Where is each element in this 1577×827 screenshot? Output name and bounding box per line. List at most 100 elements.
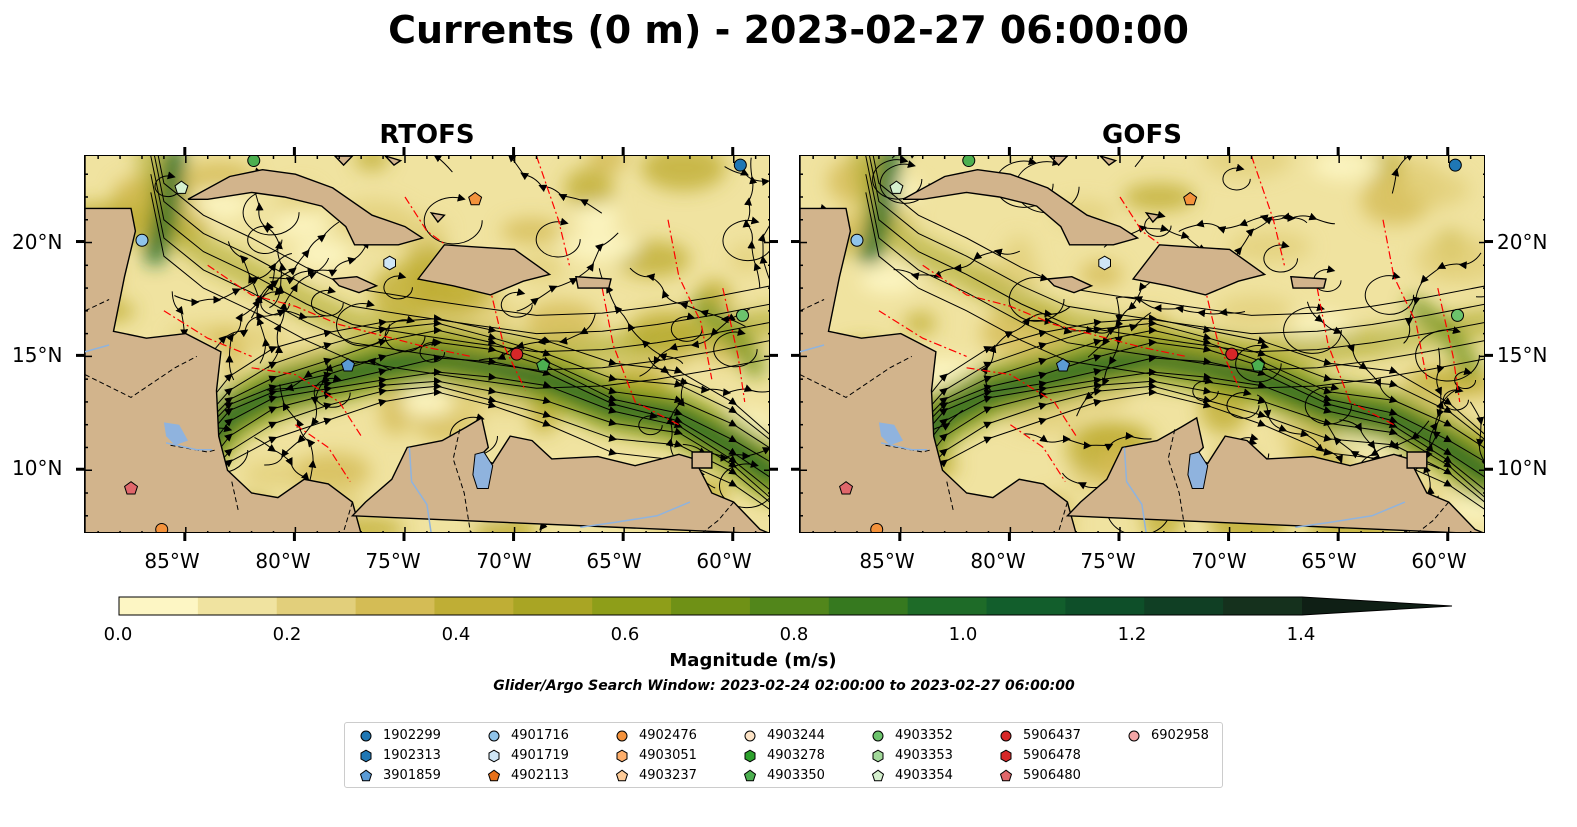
colorbar-outline (118, 596, 1453, 616)
legend-label: 4903352 (895, 728, 953, 743)
colorbar-tick: 1.0 (948, 624, 978, 645)
colorbar-segment (1144, 597, 1224, 615)
rtofs-map[interactable] (84, 155, 770, 533)
colorbar-label: Magnitude (m/s) (669, 650, 837, 671)
colorbar-segment (1223, 597, 1303, 615)
gofs-map[interactable] (799, 155, 1485, 533)
colorbar-segment (749, 597, 830, 615)
legend-marker (872, 749, 884, 763)
legend-item: 3901859 (359, 766, 441, 786)
lon-label-75w-right: 75°W (1080, 549, 1136, 573)
legend-marker-icon (359, 769, 373, 782)
country-borders (800, 299, 1450, 532)
lake-maracaibo (1187, 451, 1209, 489)
colorbar-tick: 1.4 (1286, 624, 1316, 645)
platform-marker (1251, 358, 1266, 372)
legend-marker (744, 749, 756, 763)
legend-label: 1902299 (383, 728, 441, 743)
legend-marker (360, 730, 372, 742)
legend-item: 1902313 (359, 746, 441, 766)
lat-label-15n-left: 15°N (12, 343, 63, 367)
figure-title: Currents (0 m) - 2023-02-27 06:00:00 (388, 8, 1189, 52)
legend-label: 4901719 (511, 748, 569, 763)
platform-marker (124, 481, 139, 495)
legend-marker-icon (616, 749, 628, 763)
legend-item: 4903237 (615, 766, 697, 786)
legend-item: 4903354 (871, 766, 953, 786)
colorbar-extend-arrow (1302, 597, 1452, 615)
platform-legend: 1902299 1902313 3901859 4901716 4901719 49021… (344, 722, 1223, 788)
gofs-map-canvas (800, 156, 1484, 532)
legend-item: 5906478 (999, 746, 1081, 766)
colorbar-segment (434, 597, 514, 615)
legend-label: 4903278 (767, 748, 825, 763)
legend-marker-icon (616, 730, 628, 742)
legend-marker-icon (1128, 730, 1140, 742)
legend-item: 4903350 (743, 766, 825, 786)
legend-marker (1000, 730, 1012, 742)
colorbar-tick: 0.0 (103, 624, 133, 645)
lon-label-85w-left: 85°W (144, 549, 200, 573)
legend-marker (616, 749, 628, 763)
legend-marker (488, 749, 500, 763)
legend-label: 5906437 (1023, 728, 1081, 743)
legend-label: 4903237 (639, 768, 697, 783)
legend-label: 4903051 (639, 748, 697, 763)
legend-marker-icon (487, 769, 501, 782)
colorbar-tick: 1.2 (1117, 624, 1147, 645)
platform-marker (536, 358, 551, 372)
legend-label: 5906480 (1023, 768, 1081, 783)
legend-marker-icon (872, 749, 884, 763)
search-window-text: Glider/Argo Search Window: 2023-02-24 02… (493, 678, 1075, 694)
platform-marker (870, 522, 884, 532)
legend-label: 1902313 (383, 748, 441, 763)
legend-marker (1128, 730, 1140, 742)
colorbar-segment (828, 597, 909, 615)
platform-marker (247, 156, 261, 168)
lat-label-15n-right: 15°N (1497, 343, 1548, 367)
platform-marker (468, 191, 483, 206)
legend-marker (616, 730, 628, 742)
lon-label-80w-right: 80°W (970, 549, 1026, 573)
platform-marker (1055, 358, 1071, 372)
legend-label: 4901716 (511, 728, 569, 743)
platform-marker (1225, 347, 1239, 361)
country-borders (85, 299, 735, 532)
platform-marker (962, 156, 976, 168)
legend-marker-icon (1000, 749, 1012, 763)
legend-marker-icon (999, 769, 1013, 782)
legend-item: 4903352 (871, 726, 953, 746)
legend-item: 6902958 (1127, 726, 1209, 746)
legend-marker (744, 730, 756, 742)
colorbar-segment (1065, 597, 1145, 615)
gofs-panel-title: GOFS (1102, 120, 1182, 150)
lat-label-10n-left: 10°N (12, 456, 63, 480)
lon-label-75w-left: 75°W (365, 549, 421, 573)
legend-marker-icon (744, 749, 756, 763)
colorbar-segment (907, 597, 988, 615)
legend-item: 4903244 (743, 726, 825, 746)
legend-marker (999, 769, 1013, 782)
platform-marker (889, 180, 904, 194)
platform-marker (340, 358, 356, 372)
legend-item: 4903051 (615, 746, 697, 766)
legend-label: 4903354 (895, 768, 953, 783)
lat-label-10n-right: 10°N (1497, 456, 1548, 480)
legend-marker-icon (743, 769, 757, 782)
lat-label-20n-right: 20°N (1497, 230, 1548, 254)
platform-marker (383, 255, 396, 271)
legend-marker-icon (360, 730, 372, 742)
legend-item: 4903353 (871, 746, 953, 766)
platform-marker (1448, 158, 1462, 172)
legend-marker (871, 769, 885, 782)
lon-label-70w-right: 70°W (1191, 549, 1247, 573)
colorbar-tick: 0.6 (610, 624, 640, 645)
legend-item: 4902476 (615, 726, 697, 746)
legend-marker (872, 730, 884, 742)
legend-item: 4902113 (487, 766, 569, 786)
legend-marker (487, 769, 501, 782)
colorbar-segment (276, 597, 357, 615)
legend-label: 4903350 (767, 768, 825, 783)
platform-marker (1183, 191, 1198, 206)
legend-item: 4901716 (487, 726, 569, 746)
